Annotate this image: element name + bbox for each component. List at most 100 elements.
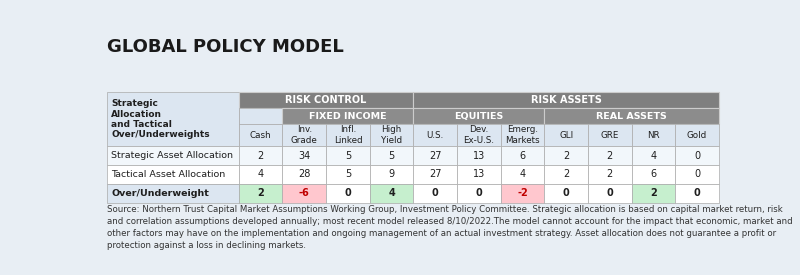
FancyBboxPatch shape [107, 165, 239, 183]
Text: 5: 5 [345, 151, 351, 161]
Text: Infl.
Linked: Infl. Linked [334, 125, 362, 145]
Text: Cash: Cash [250, 131, 271, 140]
FancyBboxPatch shape [282, 146, 326, 165]
Text: 13: 13 [473, 169, 485, 179]
FancyBboxPatch shape [370, 124, 414, 146]
Text: 2: 2 [606, 169, 613, 179]
Text: Inv.
Grade: Inv. Grade [291, 125, 318, 145]
Text: 6: 6 [650, 169, 656, 179]
FancyBboxPatch shape [544, 124, 588, 146]
FancyBboxPatch shape [326, 183, 370, 203]
Text: 27: 27 [429, 151, 442, 161]
Text: GLOBAL POLICY MODEL: GLOBAL POLICY MODEL [107, 38, 344, 56]
Text: RISK CONTROL: RISK CONTROL [286, 95, 367, 105]
FancyBboxPatch shape [370, 183, 414, 203]
FancyBboxPatch shape [631, 183, 675, 203]
Text: 9: 9 [389, 169, 394, 179]
FancyBboxPatch shape [239, 183, 282, 203]
Text: 4: 4 [650, 151, 656, 161]
FancyBboxPatch shape [107, 146, 239, 165]
Text: 0: 0 [694, 169, 700, 179]
Text: 0: 0 [606, 188, 613, 198]
FancyBboxPatch shape [414, 124, 457, 146]
Text: 2: 2 [563, 151, 569, 161]
Text: 2: 2 [650, 188, 657, 198]
Text: Strategic Asset Allocation: Strategic Asset Allocation [111, 151, 233, 160]
Text: Strategic
Allocation
and Tactical
Over/Underweights: Strategic Allocation and Tactical Over/U… [111, 99, 210, 139]
FancyBboxPatch shape [501, 146, 544, 165]
Text: High
Yield: High Yield [381, 125, 402, 145]
Text: 2: 2 [258, 151, 264, 161]
Text: 4: 4 [388, 188, 395, 198]
Text: 6: 6 [519, 151, 526, 161]
Text: 2: 2 [258, 188, 264, 198]
FancyBboxPatch shape [501, 124, 544, 146]
FancyBboxPatch shape [588, 146, 631, 165]
Text: Tactical Asset Allocation: Tactical Asset Allocation [111, 170, 226, 179]
Text: 34: 34 [298, 151, 310, 161]
FancyBboxPatch shape [675, 183, 718, 203]
Text: 13: 13 [473, 151, 485, 161]
Text: 27: 27 [429, 169, 442, 179]
FancyBboxPatch shape [544, 165, 588, 183]
Text: 0: 0 [694, 188, 700, 198]
FancyBboxPatch shape [107, 183, 239, 203]
FancyBboxPatch shape [239, 124, 282, 146]
FancyBboxPatch shape [239, 146, 282, 165]
FancyBboxPatch shape [282, 108, 414, 124]
FancyBboxPatch shape [414, 165, 457, 183]
FancyBboxPatch shape [675, 165, 718, 183]
Text: -6: -6 [299, 188, 310, 198]
FancyBboxPatch shape [457, 146, 501, 165]
FancyBboxPatch shape [588, 124, 631, 146]
FancyBboxPatch shape [588, 165, 631, 183]
FancyBboxPatch shape [107, 92, 239, 146]
Text: NR: NR [647, 131, 660, 140]
FancyBboxPatch shape [326, 124, 370, 146]
FancyBboxPatch shape [631, 124, 675, 146]
Text: 28: 28 [298, 169, 310, 179]
Text: -2: -2 [517, 188, 528, 198]
FancyBboxPatch shape [414, 108, 544, 124]
FancyBboxPatch shape [544, 108, 718, 124]
FancyBboxPatch shape [414, 146, 457, 165]
Text: GRE: GRE [601, 131, 619, 140]
Text: 0: 0 [562, 188, 570, 198]
FancyBboxPatch shape [282, 183, 326, 203]
Text: Source: Northern Trust Capital Market Assumptions Working Group, Investment Poli: Source: Northern Trust Capital Market As… [107, 205, 793, 250]
Text: RISK ASSETS: RISK ASSETS [530, 95, 602, 105]
Text: REAL ASSETS: REAL ASSETS [596, 112, 667, 121]
Text: FIXED INCOME: FIXED INCOME [309, 112, 386, 121]
FancyBboxPatch shape [414, 92, 718, 108]
Text: 2: 2 [563, 169, 569, 179]
FancyBboxPatch shape [457, 183, 501, 203]
FancyBboxPatch shape [239, 165, 282, 183]
FancyBboxPatch shape [675, 124, 718, 146]
FancyBboxPatch shape [675, 146, 718, 165]
Text: GLI: GLI [559, 131, 573, 140]
Text: 5: 5 [389, 151, 394, 161]
Text: Over/Underweight: Over/Underweight [111, 189, 209, 197]
FancyBboxPatch shape [544, 183, 588, 203]
Text: Emerg.
Markets: Emerg. Markets [505, 125, 540, 145]
Text: Gold: Gold [687, 131, 707, 140]
FancyBboxPatch shape [501, 183, 544, 203]
FancyBboxPatch shape [282, 124, 326, 146]
FancyBboxPatch shape [282, 165, 326, 183]
Text: 0: 0 [432, 188, 438, 198]
FancyBboxPatch shape [631, 165, 675, 183]
FancyBboxPatch shape [370, 146, 414, 165]
Text: 0: 0 [345, 188, 351, 198]
FancyBboxPatch shape [414, 183, 457, 203]
Text: U.S.: U.S. [426, 131, 444, 140]
FancyBboxPatch shape [588, 183, 631, 203]
FancyBboxPatch shape [457, 124, 501, 146]
FancyBboxPatch shape [544, 146, 588, 165]
FancyBboxPatch shape [239, 92, 414, 108]
FancyBboxPatch shape [457, 165, 501, 183]
FancyBboxPatch shape [239, 108, 282, 124]
Text: 4: 4 [258, 169, 264, 179]
FancyBboxPatch shape [326, 146, 370, 165]
Text: EQUITIES: EQUITIES [454, 112, 503, 121]
FancyBboxPatch shape [501, 165, 544, 183]
